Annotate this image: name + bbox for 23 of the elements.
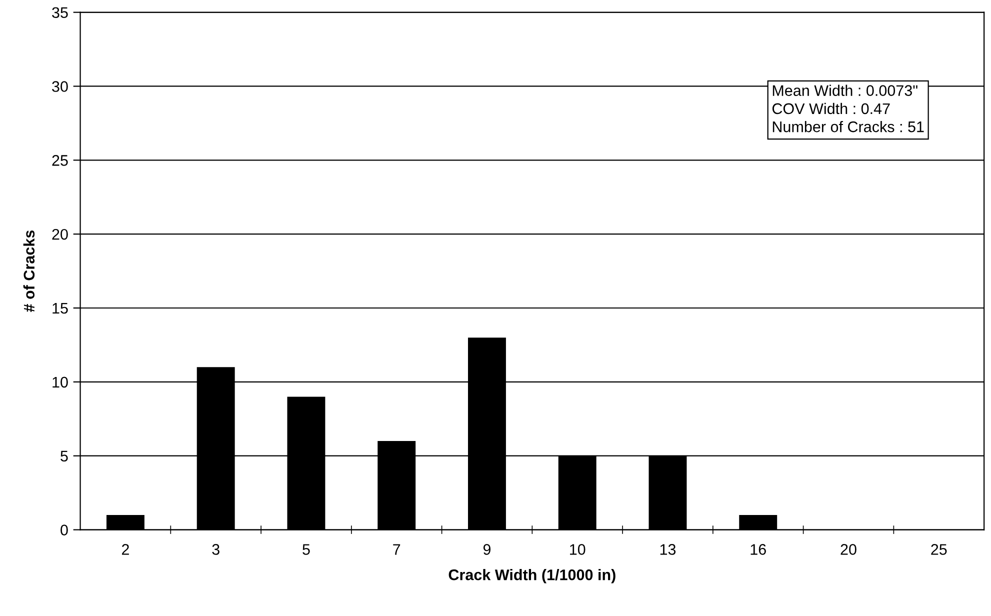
y-tick-label: 15 [52, 303, 68, 314]
y-tick-label: 25 [52, 155, 68, 166]
x-axis-title: Crack Width (1/1000 in) [448, 569, 616, 584]
y-axis-title: # of Cracks [23, 230, 35, 312]
y-tick-label: 5 [60, 450, 68, 462]
y-tick-label: 30 [52, 81, 68, 92]
x-tick-label: 2 [122, 544, 129, 555]
y-tick-label: 10 [52, 376, 68, 388]
y-tick-label: 20 [52, 228, 68, 240]
annotation: COV Width : 0.47 [772, 102, 890, 114]
annotation: Mean Width : 0.0073" [772, 84, 918, 96]
x-tick-label: 5 [302, 544, 310, 555]
x-tick-label: 16 [750, 544, 766, 555]
x-tick-label: 7 [393, 544, 400, 555]
x-tick-label: 10 [570, 544, 586, 555]
x-tick-label: 20 [840, 544, 856, 555]
x-tick-label: 3 [212, 544, 220, 555]
x-tick-label: 13 [660, 544, 676, 555]
x-tick-label: 9 [483, 544, 490, 555]
x-tick-label: 25 [931, 544, 947, 555]
annotation: Number of Cracks : 51 [772, 120, 924, 132]
y-tick-label: 35 [52, 7, 68, 18]
y-tick-label: 0 [60, 524, 68, 536]
